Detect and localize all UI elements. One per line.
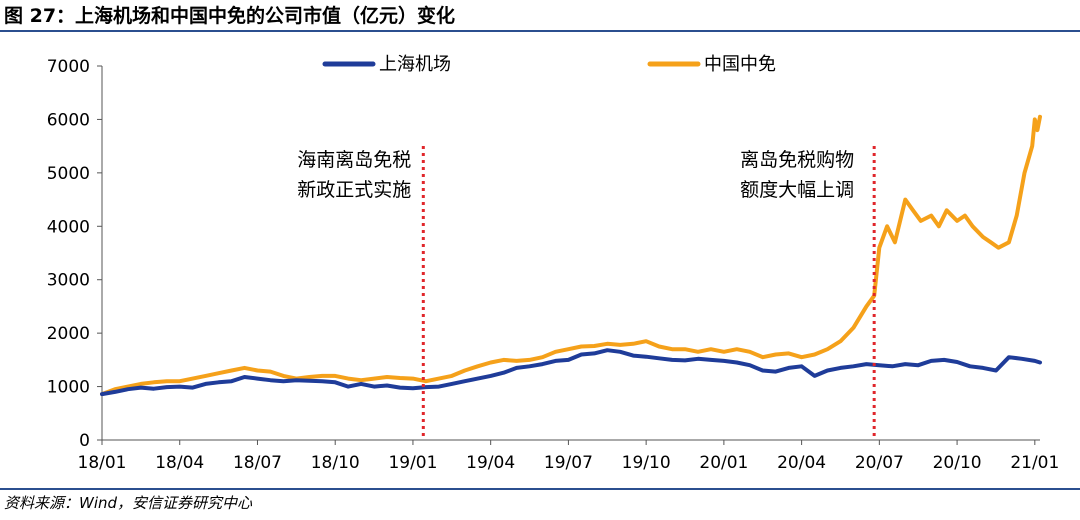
- event-label-1: 海南离岛免税: [297, 149, 411, 171]
- y-tick-label: 3000: [47, 271, 90, 291]
- y-tick-label: 1000: [47, 378, 90, 398]
- x-tick-label: 18/01: [78, 453, 127, 473]
- event-label-1: 新政正式实施: [297, 179, 411, 201]
- y-tick-label: 4000: [47, 217, 90, 237]
- x-tick-label: 20/04: [777, 453, 826, 473]
- y-tick-label: 5000: [47, 164, 90, 184]
- x-tick-label: 19/07: [544, 453, 593, 473]
- x-tick-label: 20/07: [855, 453, 904, 473]
- y-tick-label: 0: [79, 431, 90, 451]
- x-tick-label: 21/01: [1010, 453, 1059, 473]
- chart-legend: 上海机场 中国中免: [322, 54, 776, 75]
- x-tick-label: 20/01: [699, 453, 748, 473]
- x-tick-label: 18/10: [311, 453, 360, 473]
- series-line-1: [100, 348, 1042, 397]
- event-label-2: 离岛免税购物: [740, 149, 854, 171]
- event-label-2: 额度大幅上调: [740, 179, 854, 201]
- chart-axes: 0 1000 2000 3000 4000 5000 6000 7000 18/01 18/04 1…: [47, 57, 1060, 473]
- x-tick-label: 19/10: [622, 453, 671, 473]
- legend-label-2: 中国中免: [704, 54, 776, 75]
- x-tick-label: 19/04: [466, 453, 515, 473]
- source-text: 资料来源：Wind，安信证券研究中心: [4, 494, 253, 512]
- market-cap-line-chart: 0 1000 2000 3000 4000 5000 6000 7000 18/01 18/04 1…: [47, 54, 1060, 473]
- figure-title: 图 27：上海机场和中国中免的公司市值（亿元）变化: [0, 2, 1080, 32]
- x-tick-label: 18/04: [155, 453, 204, 473]
- figure-title-text: 图 27：上海机场和中国中免的公司市值（亿元）变化: [4, 5, 456, 27]
- x-tick-label: 20/10: [933, 453, 982, 473]
- x-tick-label: 18/07: [233, 453, 282, 473]
- source-note: 资料来源：Wind，安信证券研究中心: [0, 488, 1080, 518]
- y-tick-label: 7000: [47, 57, 90, 77]
- y-tick-label: 6000: [47, 110, 90, 130]
- x-tick-label: 19/01: [388, 453, 437, 473]
- legend-label-1: 上海机场: [379, 54, 451, 75]
- chart-series: [100, 114, 1042, 397]
- y-tick-label: 2000: [47, 324, 90, 344]
- series-line-2: [100, 114, 1042, 397]
